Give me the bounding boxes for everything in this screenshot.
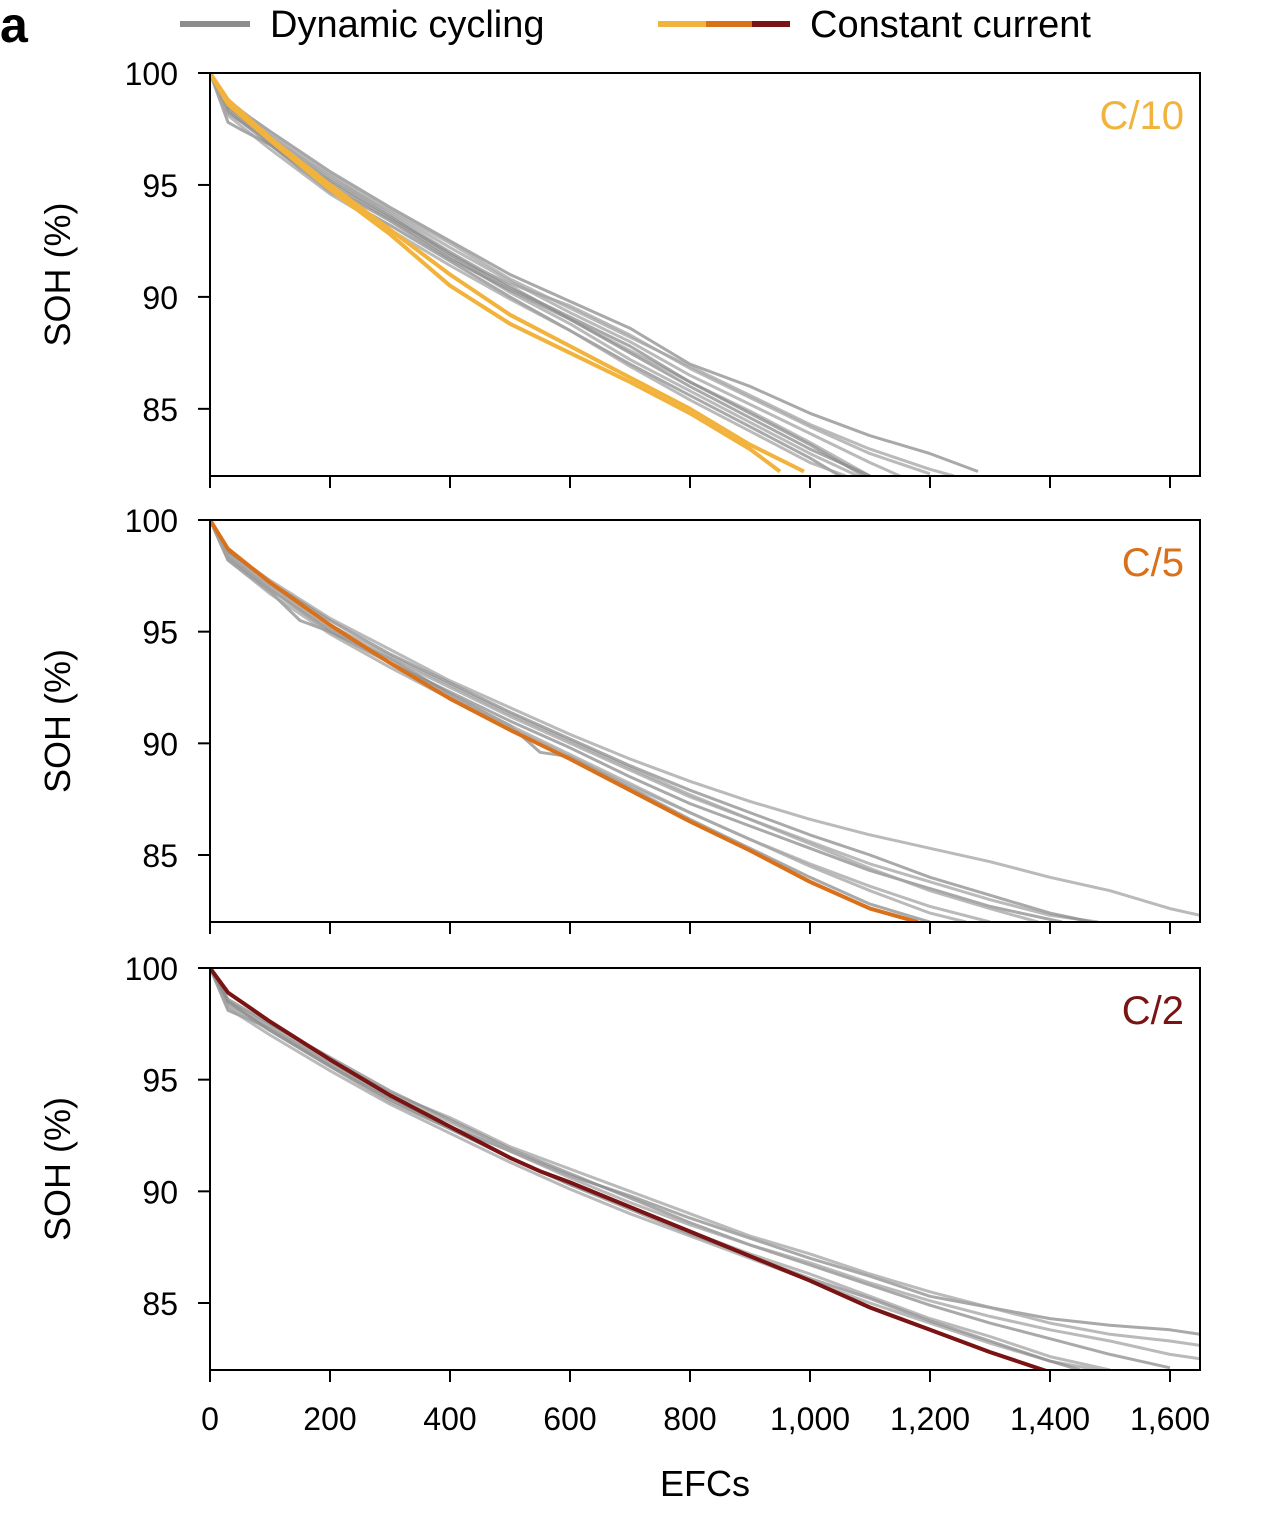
dynamic-cycling-line <box>210 968 1081 1370</box>
legend-dynamic-label: Dynamic cycling <box>270 4 545 46</box>
y-tick-label: 90 <box>142 1174 178 1210</box>
plot-area <box>210 968 1200 1370</box>
y-tick-label: 85 <box>142 392 178 428</box>
y-axis-label: SOH (%) <box>37 649 78 793</box>
panel-label: a <box>0 0 29 53</box>
dynamic-cycling-line <box>210 73 901 476</box>
dynamic-cycling-line <box>210 968 1200 1336</box>
y-tick-label: 95 <box>142 615 178 651</box>
y-tick-label: 100 <box>125 503 178 539</box>
dynamic-cycling-line <box>210 520 931 922</box>
constant-current-line <box>210 968 1050 1370</box>
dynamic-cycling-line <box>210 520 1093 922</box>
plot-frame <box>209 967 1201 1371</box>
dynamic-cycling-line <box>210 968 1099 1370</box>
dynamic-cycling-line <box>210 73 865 476</box>
dynamic-cycling-line <box>210 520 1099 922</box>
constant-current-line <box>210 520 919 922</box>
y-axis-label: SOH (%) <box>37 1097 78 1241</box>
x-tick-label: 400 <box>423 1401 476 1437</box>
plot-frame <box>209 72 1201 477</box>
rate-annotation: C/10 <box>1100 94 1185 138</box>
y-tick-label: 85 <box>142 1286 178 1322</box>
dynamic-cycling-line <box>210 73 841 476</box>
x-tick-label: 800 <box>663 1401 716 1437</box>
y-tick-label: 90 <box>142 280 178 316</box>
dynamic-cycling-line <box>210 520 1200 917</box>
y-tick-label: 90 <box>142 726 178 762</box>
legend: Dynamic cycling Constant current <box>180 4 1091 46</box>
y-tick-label: 100 <box>125 56 178 92</box>
x-tick-label: 200 <box>303 1401 356 1437</box>
y-tick-label: 95 <box>142 1063 178 1099</box>
y-tick-label: 85 <box>142 838 178 874</box>
plot-frame <box>209 519 1201 923</box>
rate-annotation: C/2 <box>1122 989 1184 1033</box>
chart-panel-3: 85 90 95 100 0 200 400 600 800 1,000 1,200 1,400 1,6… <box>37 951 1210 1437</box>
dynamic-cycling-line <box>210 968 1171 1370</box>
dynamic-cycling-line <box>210 520 991 922</box>
dynamic-cycling-line <box>210 968 1111 1370</box>
y-tick-label: 95 <box>142 168 178 204</box>
dynamic-cycling-line <box>210 73 955 476</box>
y-axis-label: SOH (%) <box>37 203 78 347</box>
chart-panel-1: 85 90 95 100 SOH (%) C/10 <box>37 56 1201 488</box>
x-tick-label: 1,600 <box>1130 1401 1210 1437</box>
dynamic-cycling-line <box>210 520 1063 922</box>
chart-panel-2: 85 90 95 100 SOH (%) C/5 <box>37 503 1201 934</box>
dynamic-cycling-line <box>210 73 931 476</box>
x-axis-label: EFCs <box>660 1463 750 1504</box>
constant-current-line <box>210 73 805 474</box>
x-tick-label: 1,200 <box>890 1401 970 1437</box>
dynamic-cycling-line <box>210 73 871 476</box>
x-tick-label: 1,400 <box>1010 1401 1090 1437</box>
dynamic-cycling-line <box>210 968 1200 1361</box>
rate-annotation: C/5 <box>1122 541 1184 585</box>
dynamic-cycling-line <box>210 73 847 476</box>
dynamic-cycling-line <box>210 968 1200 1347</box>
dynamic-cycling-line <box>210 520 1039 922</box>
dynamic-cycling-line <box>210 73 979 473</box>
plot-area <box>210 73 979 476</box>
x-tick-label: 600 <box>543 1401 596 1437</box>
y-tick-label: 100 <box>125 951 178 987</box>
dynamic-cycling-line <box>210 520 967 922</box>
x-tick-label: 0 <box>201 1401 219 1437</box>
plot-area <box>210 520 1200 922</box>
legend-constant-label: Constant current <box>810 4 1091 46</box>
x-tick-label: 1,000 <box>770 1401 850 1437</box>
